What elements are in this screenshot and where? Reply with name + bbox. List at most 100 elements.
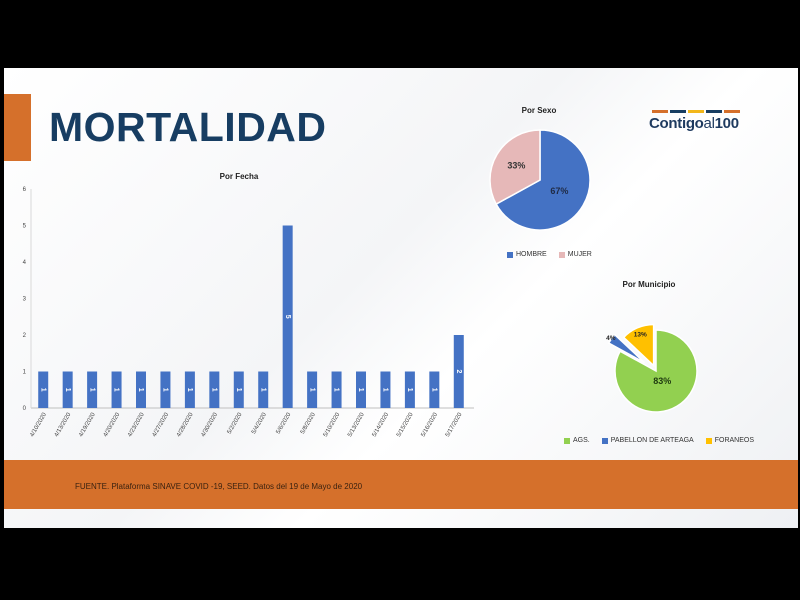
bar-data-label: 1 (162, 388, 169, 392)
bar-data-label: 1 (235, 388, 242, 392)
bar-data-label: 1 (357, 388, 364, 392)
x-tick-label: 4/10/2020 (29, 411, 48, 438)
source-note: FUENTE. Plataforma SINAVE COVID -19, SEE… (75, 482, 363, 491)
bar (429, 371, 440, 408)
legend-item-mujer: MUJER (558, 251, 592, 258)
bar-data-label: 1 (210, 388, 217, 392)
sexo-data-label: 67% (550, 186, 568, 196)
bar-data-label: 1 (186, 388, 193, 392)
x-tick-label: 5/15/2020 (396, 411, 415, 438)
x-tick-label: 4/20/2020 (103, 411, 122, 438)
legend-label-ags: AGS. (573, 437, 590, 444)
legend-swatch-pabellon (601, 437, 608, 444)
bar (258, 371, 269, 408)
legend-swatch-ags (564, 437, 570, 444)
sexo-slice (495, 129, 591, 231)
legend-label-hombre: HOMBRE (516, 251, 547, 258)
x-tick-label: 4/13/2020 (54, 411, 73, 438)
mun-data-label: 4% (606, 335, 616, 342)
bar-data-label: 1 (308, 388, 315, 392)
legend-label-mujer: MUJER (567, 251, 592, 258)
bar-data-label: 5 (284, 315, 291, 319)
mun-slice (607, 333, 646, 364)
x-tick-label: 5/17/2020 (445, 411, 464, 438)
bar-data-label: 2 (455, 370, 462, 374)
x-tick-label: 4/28/2020 (176, 411, 195, 438)
municipio-pie-title: Por Municipio (622, 280, 676, 289)
legend-swatch-mujer (558, 251, 565, 258)
bar (453, 335, 464, 408)
legend-item-pabellon: PABELLON DE ARTEAGA (601, 437, 694, 444)
bar-data-label: 1 (39, 388, 46, 392)
bar (331, 371, 342, 408)
mun-slice (622, 323, 655, 368)
contigo-logo: Contigoal100 (648, 108, 748, 138)
y-tick-label: 0 (23, 406, 27, 412)
bar (404, 371, 415, 408)
bar-chart: 0 1 2 3 4 5 6 1 4/10/2020 1 4/13/2020 1 4/19/2020 1 4/… (23, 187, 474, 438)
bar (380, 371, 391, 408)
x-tick-label: 5/10/2020 (323, 411, 342, 438)
logo-stripe-5 (724, 110, 740, 113)
sexo-slice (489, 129, 541, 206)
mun-slice (614, 329, 698, 413)
bar-data-label: 1 (88, 388, 95, 392)
y-tick-label: 6 (23, 187, 27, 193)
bar (111, 371, 122, 408)
municipio-pie-chart: 83% 4% 13% (606, 323, 698, 413)
bar-data-label: 1 (382, 388, 389, 392)
bar (282, 225, 293, 408)
slide: MORTALIDAD Contigoal100 Por Fecha 0 1 2 3 4 5… (4, 68, 798, 528)
bar (136, 371, 146, 408)
sexo-pie-title: Por Sexo (521, 106, 557, 115)
bar-data-label: 1 (259, 388, 266, 392)
x-tick-label: 5/13/2020 (347, 411, 366, 438)
bar-data-label: 1 (137, 388, 144, 392)
sexo-pie-chart: 67% 33% (489, 129, 591, 231)
page-title: MORTALIDAD (49, 104, 327, 150)
x-tick-label: 4/30/2020 (201, 411, 220, 438)
bar-data-label: 1 (333, 388, 340, 392)
legend-item-foraneos: FORANEOS (705, 437, 754, 444)
municipio-legend: AGS. PABELLON DE ARTEAGA FORANEOS (564, 437, 766, 444)
x-tick-label: 5/16/2020 (421, 411, 440, 438)
y-tick-label: 2 (23, 333, 27, 339)
bar (38, 371, 49, 408)
sexo-data-label: 33% (507, 160, 525, 170)
bar (356, 371, 366, 408)
x-tick-label: 4/19/2020 (78, 411, 97, 438)
x-tick-label: 4/23/2020 (127, 411, 146, 438)
bar-chart-title: Por Fecha (219, 172, 259, 181)
y-tick-label: 4 (23, 260, 27, 266)
bar-data-label: 1 (406, 388, 413, 392)
sexo-legend: HOMBRE MUJER (507, 251, 604, 258)
bar (62, 371, 73, 408)
bar (307, 371, 318, 408)
x-tick-label: 5/8/2020 (300, 411, 317, 435)
title-accent-bar (4, 94, 31, 161)
legend-swatch-foraneos (705, 437, 712, 444)
legend-label-pabellon: PABELLON DE ARTEAGA (610, 437, 694, 444)
bar-data-label: 1 (64, 388, 71, 392)
footer-band: FUENTE. Plataforma SINAVE COVID -19, SEE… (4, 460, 798, 509)
legend-item-ags: AGS. (564, 437, 590, 444)
x-tick-label: 5/2/2020 (227, 411, 244, 435)
logo-stripe-2 (670, 110, 686, 113)
logo-stripe-4 (706, 110, 722, 113)
legend-swatch-hombre (507, 251, 513, 258)
bar (233, 371, 244, 408)
x-tick-label: 5/4/2020 (251, 411, 268, 435)
mun-data-label: 13% (634, 331, 647, 338)
bar (184, 371, 195, 408)
logo-text: Contigoal100 (649, 115, 739, 132)
bar-data-label: 1 (430, 388, 437, 392)
bar (160, 371, 171, 408)
x-tick-label: 5/14/2020 (372, 411, 391, 438)
y-tick-label: 1 (23, 370, 27, 376)
bar-data-label: 1 (113, 388, 120, 392)
logo-stripe-3 (688, 110, 704, 113)
legend-item-hombre: HOMBRE (507, 251, 547, 258)
mun-data-label: 83% (653, 376, 671, 386)
y-tick-label: 5 (23, 224, 27, 230)
x-tick-label: 4/27/2020 (152, 411, 171, 438)
